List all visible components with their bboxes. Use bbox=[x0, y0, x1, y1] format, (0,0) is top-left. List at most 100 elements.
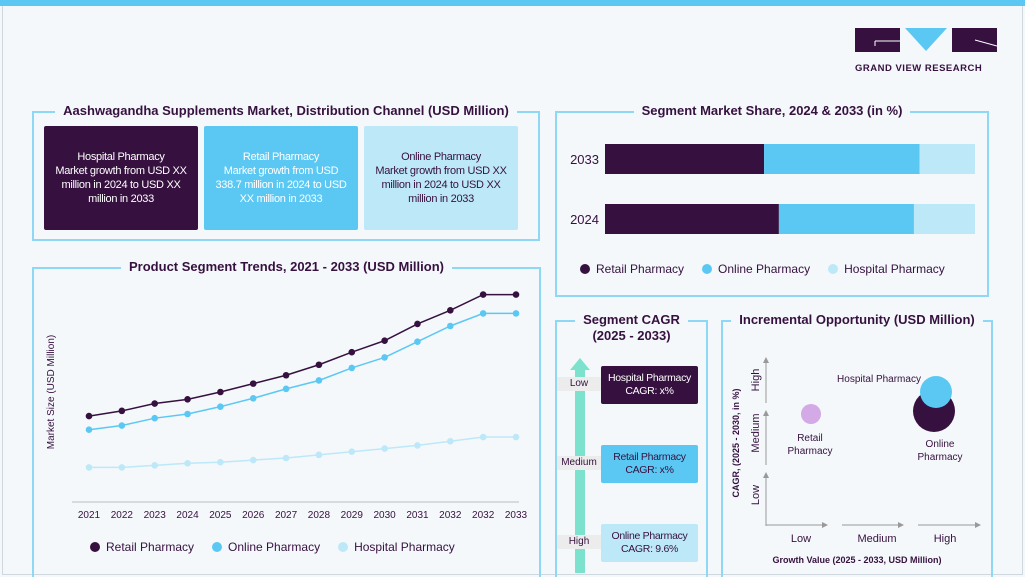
bubble-label-retail: Retail Pharmacy bbox=[787, 433, 832, 457]
data-point bbox=[512, 433, 520, 441]
data-point bbox=[217, 388, 224, 396]
data-point bbox=[184, 410, 191, 418]
data-point bbox=[479, 291, 487, 298]
y-tick-high: High bbox=[750, 369, 762, 392]
y-tick-label: 2033 bbox=[570, 152, 599, 167]
bar-segment bbox=[913, 204, 975, 234]
segment-cagr-panel: Segment CAGR (2025 - 2033) bbox=[555, 312, 708, 577]
distribution-channel-panel: Aashwagandha Supplements Market, Distrib… bbox=[32, 103, 540, 241]
data-point bbox=[217, 403, 224, 410]
series-line-0 bbox=[88, 293, 516, 417]
x-tick-medium: Medium bbox=[857, 533, 896, 545]
data-point bbox=[414, 320, 421, 328]
data-point bbox=[85, 412, 93, 420]
data-point bbox=[184, 459, 191, 467]
x-tick-low: Low bbox=[791, 533, 811, 545]
data-point bbox=[184, 396, 191, 403]
market-share-panel: Segment Market Share, 2024 & 2033 (in %) bbox=[555, 103, 989, 297]
x-tick-high: High bbox=[934, 533, 957, 545]
legend-online: Online Pharmacy bbox=[212, 540, 320, 554]
x-axis-label: Growth Value (2025 - 2033, USD Million) bbox=[772, 555, 941, 565]
data-point bbox=[249, 394, 257, 402]
level-high: High bbox=[557, 535, 601, 549]
x-tick-label: 2029 bbox=[341, 510, 364, 521]
data-point bbox=[348, 348, 356, 356]
cagr-online: Online Pharmacy CAGR: 9.6% bbox=[601, 524, 698, 562]
card-text: Market growth from USD XX million in 202… bbox=[375, 165, 507, 205]
line-legend: Retail Pharmacy Online Pharmacy Hospital… bbox=[90, 540, 455, 554]
data-point bbox=[85, 426, 93, 434]
data-point bbox=[151, 414, 158, 422]
data-point bbox=[249, 380, 257, 387]
x-tick-label: 2031 bbox=[406, 510, 429, 521]
series-line-2 bbox=[89, 436, 516, 469]
card-title: Hospital Pharmacy bbox=[77, 151, 165, 163]
card-title: Online Pharmacy bbox=[401, 151, 481, 163]
bubble-hospital bbox=[920, 376, 952, 408]
card-retail: Retail Pharmacy Market growth from USD 33… bbox=[204, 126, 358, 230]
bubble-label-online: Online Pharmacy bbox=[917, 439, 962, 463]
x-tick-label: 2030 bbox=[373, 510, 396, 521]
data-point bbox=[479, 433, 487, 441]
data-point bbox=[151, 462, 158, 469]
bar-segment bbox=[605, 204, 779, 234]
bar-segment bbox=[919, 144, 975, 174]
brand-name: GRAND VIEW RESEARCH bbox=[855, 63, 983, 74]
top-accent-bar bbox=[0, 0, 1025, 6]
legend-retail: Retail Pharmacy bbox=[90, 540, 194, 554]
bar-segment bbox=[605, 144, 765, 174]
cagr-hospital: Hospital Pharmacy CAGR: x% bbox=[601, 366, 698, 404]
data-point bbox=[315, 361, 323, 369]
card-title: Retail Pharmacy bbox=[242, 151, 320, 163]
cagr-retail: Retail Pharmacy CAGR: x% bbox=[601, 445, 698, 483]
panel-subtitle: (2025 - 2033) bbox=[584, 328, 679, 343]
bar-segment bbox=[778, 204, 914, 234]
data-point bbox=[512, 310, 520, 317]
y-tick-medium: Medium bbox=[750, 413, 762, 452]
data-point bbox=[151, 400, 158, 407]
legend-retail: Retail Pharmacy bbox=[580, 262, 684, 276]
data-point bbox=[217, 458, 224, 466]
legend-online: Online Pharmacy bbox=[702, 262, 810, 276]
brand-logo: GRAND VIEW RESEARCH bbox=[855, 28, 998, 74]
data-point bbox=[447, 306, 454, 314]
y-axis-label: CAGR, (2025 - 2030, in %) bbox=[731, 388, 741, 497]
data-point bbox=[282, 454, 290, 462]
legend-hospital: Hospital Pharmacy bbox=[828, 262, 945, 276]
legend-hospital: Hospital Pharmacy bbox=[338, 540, 455, 554]
data-point bbox=[249, 456, 257, 464]
line-chart: 2021 2022 2023 2024 2025 2026 2027 2028 2029 2030… bbox=[46, 291, 528, 521]
card-text: Market growth from USD XX million in 202… bbox=[55, 165, 187, 205]
data-point bbox=[85, 464, 93, 471]
card-text: Market growth from USD 338.7 million in … bbox=[215, 165, 347, 205]
data-point bbox=[282, 371, 290, 379]
data-point bbox=[282, 385, 290, 393]
data-point bbox=[479, 310, 487, 317]
page-frame bbox=[2, 6, 1023, 575]
panel-title: Segment Market Share, 2024 & 2033 (in %) bbox=[633, 103, 911, 118]
panel-title: Segment CAGR bbox=[575, 312, 688, 327]
arrow-up-icon bbox=[570, 358, 590, 573]
panel-title: Product Segment Trends, 2021 - 2033 (USD… bbox=[121, 259, 452, 274]
data-point bbox=[414, 442, 421, 449]
data-point bbox=[348, 448, 356, 456]
x-tick-label: 2025 bbox=[209, 510, 232, 521]
data-point bbox=[381, 445, 388, 452]
x-tick-label: 2028 bbox=[308, 510, 331, 521]
x-tick-label: 2032 bbox=[439, 510, 462, 521]
data-point bbox=[447, 437, 454, 445]
x-tick-label: 2024 bbox=[176, 510, 199, 521]
bubble-chart: Low Medium High Low Medium High Growth V… bbox=[731, 357, 981, 565]
panel-title: Aashwagandha Supplements Market, Distrib… bbox=[55, 103, 517, 118]
card-online: Online Pharmacy Market growth from USD XX… bbox=[364, 126, 518, 230]
data-point bbox=[512, 291, 520, 298]
data-point bbox=[447, 322, 454, 330]
data-point bbox=[315, 451, 323, 459]
panel-title: Incremental Opportunity (USD Million) bbox=[731, 312, 983, 327]
bar-segment bbox=[764, 144, 920, 174]
stacked-bar-chart: 2033 2024 bbox=[570, 144, 975, 234]
data-point bbox=[414, 338, 421, 346]
x-tick-label: 2022 bbox=[111, 510, 134, 521]
data-point bbox=[348, 364, 356, 372]
y-tick-label: 2024 bbox=[570, 212, 599, 227]
